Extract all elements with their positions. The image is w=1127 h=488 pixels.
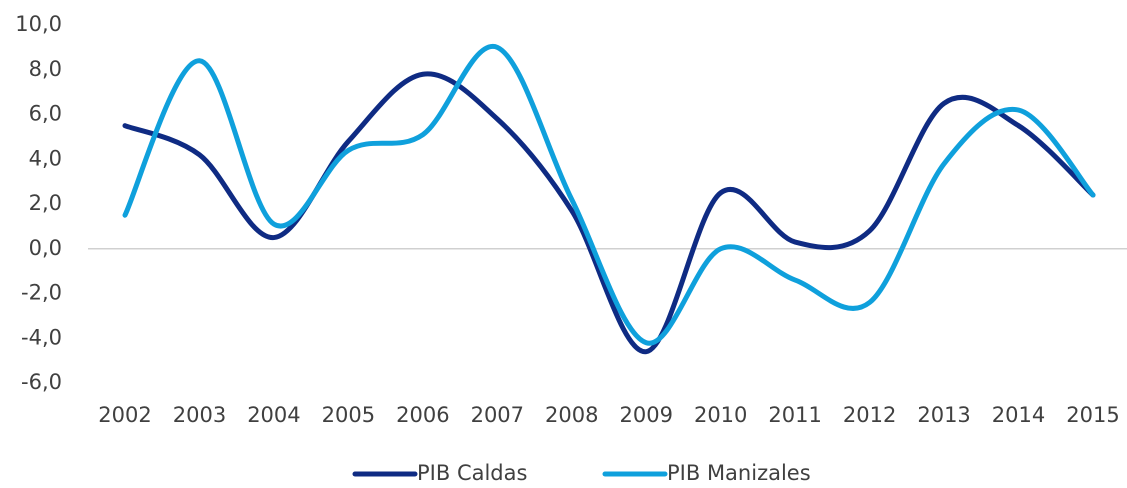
x-tick-label: 2009	[620, 403, 673, 427]
x-tick-label: 2003	[173, 403, 226, 427]
x-tick-label: 2005	[322, 403, 375, 427]
x-tick-label: 2014	[992, 403, 1045, 427]
x-tick-label: 2002	[98, 403, 151, 427]
y-tick-label: -6,0	[21, 370, 62, 394]
x-tick-label: 2015	[1066, 403, 1119, 427]
line	[122, 71, 1096, 355]
line	[122, 44, 1096, 346]
x-tick-label: 2012	[843, 403, 896, 427]
y-tick-label: -2,0	[21, 281, 62, 305]
y-tick-label: 2,0	[29, 191, 62, 215]
y-tick-label: 4,0	[29, 146, 62, 170]
y-tick-label: -4,0	[21, 325, 62, 349]
x-tick-label: 2008	[545, 403, 598, 427]
y-tick-label: 8,0	[29, 57, 62, 81]
x-tick-label: 2013	[917, 403, 970, 427]
legend-label: PIB Caldas	[417, 461, 527, 485]
legend-label: PIB Manizales	[667, 461, 811, 485]
y-tick-label: 0,0	[29, 236, 62, 260]
y-tick-label: 6,0	[29, 102, 62, 126]
x-tick-label: 2004	[247, 403, 300, 427]
x-tick-label: 2006	[396, 403, 449, 427]
x-tick-label: 2010	[694, 403, 747, 427]
y-tick-label: 10,0	[15, 12, 62, 36]
x-tick-label: 2007	[471, 403, 524, 427]
x-tick-label: 2011	[768, 403, 821, 427]
